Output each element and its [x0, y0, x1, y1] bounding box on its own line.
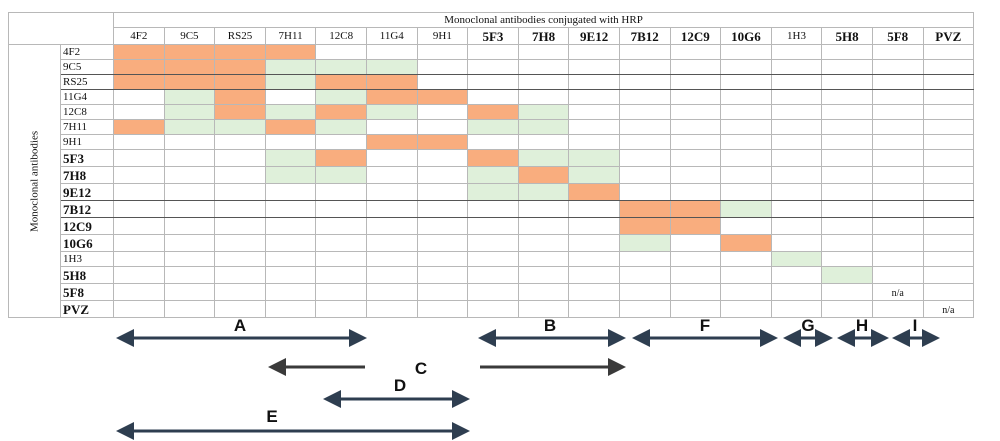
column-header: 5H8	[821, 27, 873, 45]
group-i-label: I	[913, 316, 918, 335]
competition-cell-strong	[214, 44, 266, 60]
row-header: RS25	[60, 74, 114, 90]
group-b-label: B	[544, 316, 556, 335]
empty-cell	[163, 300, 216, 318]
competition-cell-partial	[770, 251, 823, 267]
table-row: PVZ n/a	[9, 300, 975, 318]
competition-cell-partial	[264, 59, 317, 75]
group-h-label: H	[856, 316, 868, 335]
competition-cell-strong	[517, 166, 570, 184]
competition-cell-strong	[214, 104, 266, 120]
column-group-title: Monoclonal antibodies conjugated with HR…	[112, 11, 975, 29]
table-row: 7H11	[9, 119, 975, 135]
na-cell: n/a	[922, 300, 975, 318]
competition-cell-partial	[821, 266, 873, 284]
table-row: 1H3	[9, 251, 975, 267]
competition-cell-partial	[720, 200, 772, 218]
competition-cell-partial	[517, 183, 570, 201]
column-header: 7B12	[618, 27, 671, 45]
row-header: 9H1	[60, 134, 114, 150]
competition-cell-partial	[467, 119, 519, 135]
table-row: 9H1	[9, 134, 975, 150]
group-a-label: A	[234, 316, 246, 335]
row-header: 4F2	[60, 44, 114, 60]
competition-cell-strong	[113, 59, 165, 75]
table-row: 11G4	[9, 89, 975, 105]
competition-cell-strong	[365, 134, 418, 150]
table-row: 7B12	[9, 200, 975, 218]
competition-cell-strong	[315, 149, 367, 167]
row-header: 7B12	[60, 200, 114, 218]
empty-cell	[113, 300, 165, 318]
competition-cell-partial	[264, 74, 317, 90]
row-header: PVZ	[60, 300, 114, 318]
column-header: 5F3	[467, 27, 519, 45]
competition-cell-partial	[568, 166, 620, 184]
competition-cell-partial	[365, 59, 418, 75]
competition-cell-partial	[214, 119, 266, 135]
table-row: 5H8	[9, 266, 975, 284]
table-row: 5F8 n/a	[9, 283, 975, 301]
competition-cell-strong	[416, 89, 469, 105]
competition-cell-strong	[315, 104, 367, 120]
group-d-label: D	[394, 376, 406, 395]
column-header: 7H11	[264, 27, 317, 45]
column-header: 10G6	[720, 27, 772, 45]
table-row: 7H8	[9, 166, 975, 184]
competition-cell-strong	[214, 89, 266, 105]
competition-cell-partial	[517, 119, 570, 135]
row-header: 12C9	[60, 217, 114, 235]
competition-cell-strong	[669, 200, 722, 218]
competition-cell-partial	[467, 183, 519, 201]
row-header: 12C8	[60, 104, 114, 120]
column-header: PVZ	[922, 27, 975, 45]
column-header: 9E12	[568, 27, 620, 45]
group-c-label: C	[415, 359, 427, 378]
competition-cell-strong	[113, 119, 165, 135]
group-g-label: G	[801, 316, 814, 335]
epitope-competition-table: Monoclonal antibodies conjugated with HR…	[8, 11, 975, 318]
competition-cell-strong	[214, 59, 266, 75]
group-e-label: E	[266, 407, 277, 426]
group-f-label: F	[700, 316, 710, 335]
column-header: 5F8	[871, 27, 924, 45]
row-header: 5F8	[60, 283, 114, 301]
competition-cell-strong	[618, 217, 671, 235]
table-row: 10G6	[9, 234, 975, 252]
table-row: 9C5	[9, 59, 975, 75]
competition-cell-strong	[618, 200, 671, 218]
